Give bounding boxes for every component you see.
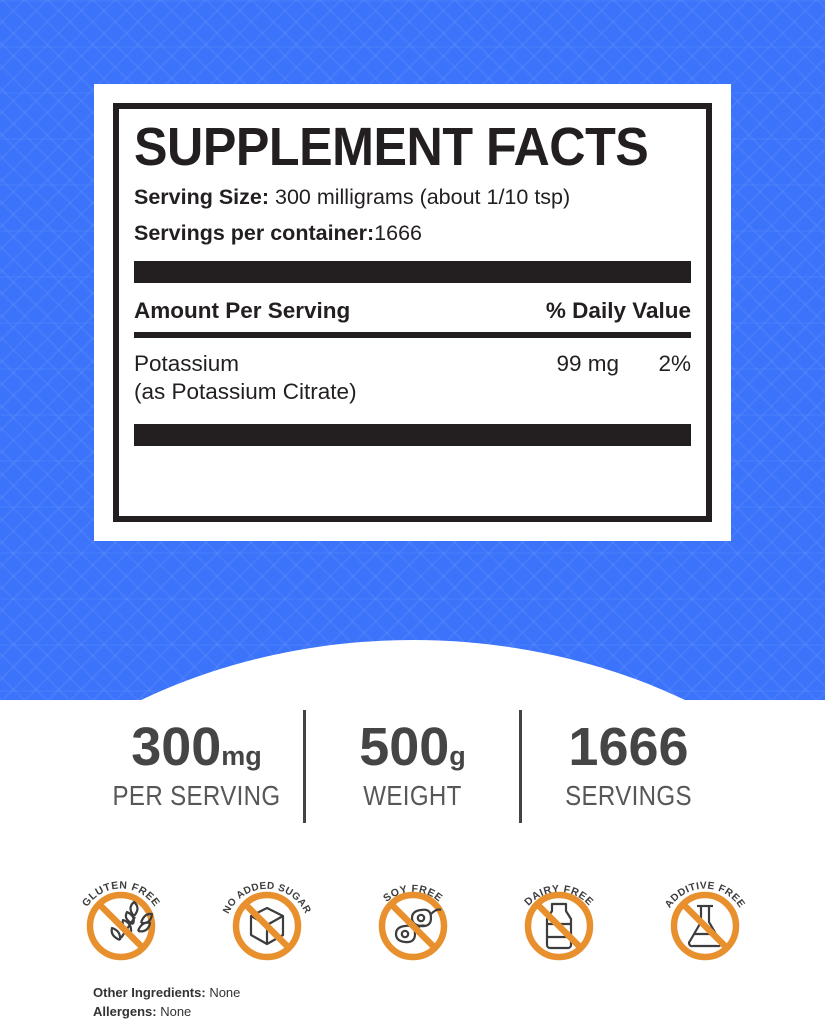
badge-label: NO ADDED SUGAR xyxy=(221,881,313,916)
stat-value-group: 1666 xyxy=(522,720,735,774)
stat-value-group: 500g xyxy=(306,720,519,774)
nutrient-source: (as Potassium Citrate) xyxy=(134,378,357,404)
table-row: Potassium 99 mg 2% xyxy=(134,351,691,377)
column-header-amount: Amount Per Serving xyxy=(134,297,351,323)
nutrient-name: Potassium xyxy=(134,350,240,376)
footer-notes: Other Ingredients: None Allergens: None xyxy=(93,984,693,1022)
sugar-cube-icon xyxy=(232,891,301,961)
supplement-facts-card: SUPPLEMENT FACTS Serving Size: 300 milli… xyxy=(94,84,731,541)
certification-badges: GLUTEN FREE NO ADDED SUG xyxy=(0,852,825,962)
badge-no-added-sugar: NO ADDED SUGAR xyxy=(217,854,317,962)
stat-value: 1666 xyxy=(568,717,689,777)
wheat-icon xyxy=(86,891,155,961)
nutrient-daily-value: 2% xyxy=(658,350,691,376)
column-header-daily-value: % Daily Value xyxy=(545,297,691,323)
allergens-value: None xyxy=(160,1003,192,1019)
stat-value: 500 xyxy=(359,717,450,777)
other-ingredients-row: Other Ingredients: None xyxy=(93,984,693,1003)
badge-dairy-free: DAIRY FREE xyxy=(509,854,609,962)
badge-soy-free: SOY FREE xyxy=(363,854,463,962)
stat-servings: 1666 SERVINGS xyxy=(522,720,735,812)
flask-icon xyxy=(670,891,739,961)
stat-divider xyxy=(303,709,306,823)
stat-label: SERVINGS xyxy=(565,780,692,811)
stat-label: PER SERVING xyxy=(112,780,281,811)
stat-unit: g xyxy=(449,741,466,771)
supplement-facts-border: SUPPLEMENT FACTS Serving Size: 300 milli… xyxy=(113,103,712,522)
stats-strip: 300mg PER SERVING 500g WEIGHT 1666 SERVI… xyxy=(0,706,825,826)
separator-bar-bottom xyxy=(134,423,691,446)
stat-value: 300 xyxy=(131,717,222,777)
other-ingredients-value: None xyxy=(209,985,241,1000)
serving-size-label: Serving Size: xyxy=(134,184,270,209)
separator-bar-top xyxy=(134,260,691,283)
header-rule xyxy=(134,331,691,338)
badge-additive-free: ADDITIVE FREE xyxy=(655,854,755,962)
nutrient-amount: 99 mg xyxy=(556,350,619,376)
allergens-row: Allergens: None xyxy=(93,1003,693,1022)
page-title: SUPPLEMENT FACTS xyxy=(134,117,649,177)
serving-size-row: Serving Size: 300 milligrams (about 1/10… xyxy=(134,185,691,210)
stat-label: WEIGHT xyxy=(363,780,462,811)
stat-weight: 500g WEIGHT xyxy=(306,720,519,812)
stat-value-group: 300mg xyxy=(90,720,303,774)
servings-per-container-label: Servings per container: xyxy=(134,220,375,245)
stat-unit: mg xyxy=(221,741,262,771)
soybean-icon xyxy=(378,891,447,961)
milk-bottle-icon xyxy=(524,891,593,961)
servings-per-container-row: Servings per container:1666 xyxy=(134,221,691,246)
badge-gluten-free: GLUTEN FREE xyxy=(71,854,171,962)
serving-size-value: 300 milligrams (about 1/10 tsp) xyxy=(275,184,571,209)
stat-per-serving: 300mg PER SERVING xyxy=(90,720,303,812)
stat-divider xyxy=(519,709,522,823)
table-header-row: Amount Per Serving % Daily Value xyxy=(134,298,691,324)
allergens-label: Allergens: xyxy=(93,1003,157,1019)
other-ingredients-label: Other Ingredients: xyxy=(93,985,206,1000)
servings-per-container-value: 1666 xyxy=(374,220,422,245)
